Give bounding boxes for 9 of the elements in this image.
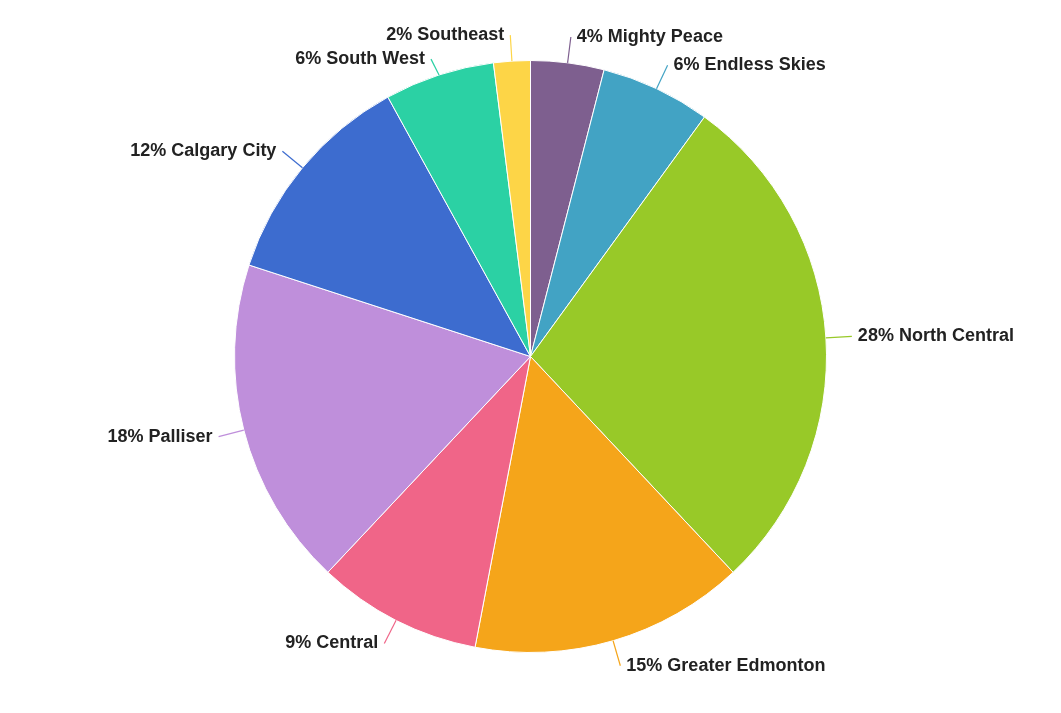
slice-label: 6% Endless Skies xyxy=(673,54,826,75)
slice-label: 2% Southeast xyxy=(386,24,505,45)
slice-label: 9% Central xyxy=(285,632,379,653)
slice-label: 12% Calgary City xyxy=(130,140,277,161)
slice-label: 6% South West xyxy=(295,48,425,69)
slice-label: 18% Palliser xyxy=(107,425,213,446)
slice-label: 4% Mighty Peace xyxy=(576,26,723,47)
slice-label: 28% North Central xyxy=(857,325,1014,346)
slice-label: 15% Greater Edmonton xyxy=(626,654,826,675)
